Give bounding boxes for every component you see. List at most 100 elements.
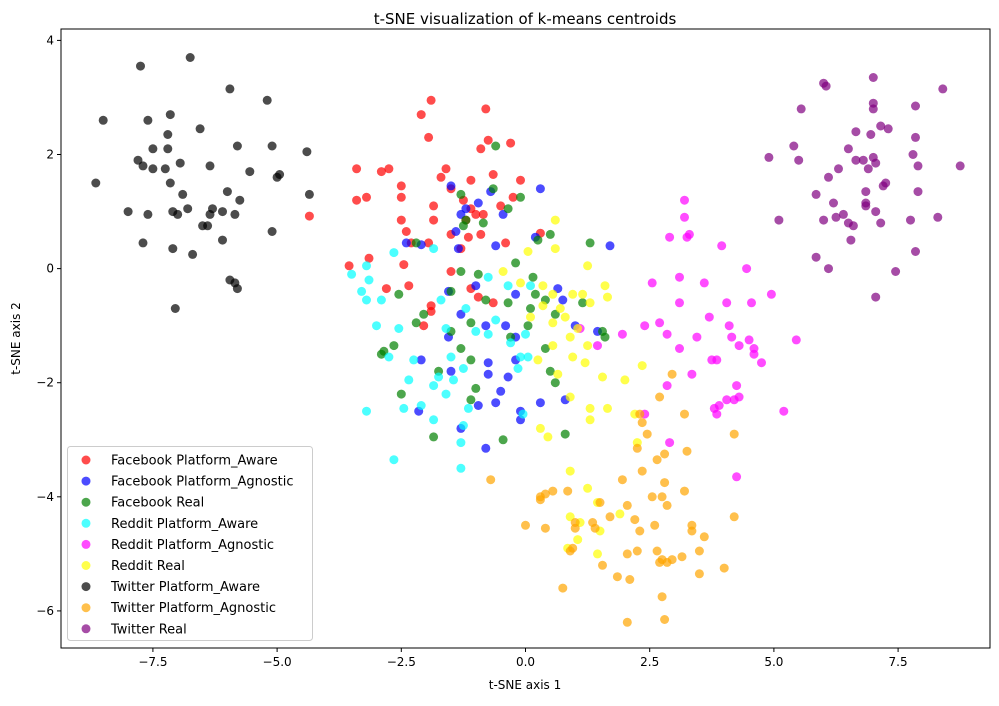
data-point (449, 375, 458, 385)
data-point (846, 235, 856, 245)
data-point (404, 375, 414, 385)
data-point (573, 324, 583, 333)
y-axis-ticks: −6 −4 −2 0 2 4 (36, 33, 61, 618)
data-point (175, 158, 185, 168)
data-point (396, 181, 406, 191)
data-point (232, 284, 242, 294)
data-point (692, 332, 702, 342)
data-point (876, 218, 886, 228)
data-point (632, 546, 642, 556)
data-point (831, 212, 841, 222)
data-point (876, 121, 886, 131)
data-point (843, 144, 853, 154)
data-point (419, 309, 429, 319)
data-point (550, 378, 560, 388)
data-point (481, 321, 491, 331)
data-point (578, 298, 588, 308)
data-point (426, 306, 436, 316)
data-point (908, 150, 918, 159)
data-point (170, 304, 180, 313)
data-point (516, 352, 525, 362)
data-point (352, 195, 362, 205)
data-point (620, 375, 630, 385)
data-point (262, 95, 272, 105)
x-tick-label: −2.5 (387, 655, 416, 669)
data-point (503, 372, 513, 382)
data-point (483, 272, 493, 282)
data-point (622, 500, 632, 510)
data-point (384, 352, 394, 362)
data-point (535, 184, 545, 194)
data-point (148, 144, 158, 154)
data-point (372, 321, 381, 331)
data-point (218, 207, 227, 217)
data-point (732, 472, 742, 482)
data-point (538, 281, 548, 291)
data-point (938, 84, 948, 94)
data-point (796, 104, 806, 114)
data-point (516, 278, 525, 288)
data-point (471, 383, 481, 393)
legend-item: Twitter Platform_Agnostic (81, 601, 276, 616)
data-point (458, 421, 468, 430)
data-point (598, 560, 607, 570)
data-point (665, 438, 675, 448)
data-point (267, 141, 277, 151)
data-point (617, 329, 627, 339)
data-point (245, 167, 255, 177)
x-tick-label: 7.5 (889, 655, 908, 669)
data-point (471, 281, 481, 291)
y-tick-label: −6 (36, 604, 54, 618)
series-3 (347, 244, 535, 473)
data-point (461, 304, 471, 313)
data-point (911, 132, 920, 142)
data-point (481, 443, 491, 453)
data-point (662, 329, 672, 339)
data-point (600, 281, 610, 291)
data-point (498, 267, 508, 276)
data-point (466, 355, 476, 365)
data-point (399, 403, 409, 413)
y-axis-label: t-SNE axis 2 (9, 302, 23, 375)
data-point (521, 520, 530, 530)
legend-marker (81, 582, 91, 592)
data-point (647, 492, 657, 502)
data-point (612, 572, 622, 582)
data-point (535, 423, 545, 433)
points-layer (91, 53, 965, 627)
data-point (511, 289, 521, 299)
data-point (578, 289, 588, 299)
legend-marker (81, 476, 91, 486)
data-point (389, 341, 399, 351)
data-point (871, 292, 881, 302)
data-point (565, 392, 575, 402)
data-point (548, 318, 558, 328)
data-point (178, 189, 188, 199)
data-point (496, 386, 506, 396)
data-point (637, 466, 647, 476)
data-point (513, 364, 523, 373)
data-point (866, 130, 876, 139)
data-point (362, 261, 371, 271)
legend-label: Twitter Platform_Aware (110, 580, 260, 595)
data-point (526, 304, 535, 313)
legend-label: Twitter Platform_Agnostic (110, 601, 276, 616)
data-point (163, 144, 173, 154)
data-point (662, 500, 672, 510)
data-point (704, 312, 714, 322)
data-point (523, 321, 533, 331)
data-point (878, 181, 888, 191)
data-point (637, 361, 647, 371)
data-point (528, 272, 538, 282)
data-point (396, 192, 406, 202)
data-point (376, 167, 386, 177)
data-point (560, 429, 570, 439)
data-point (267, 227, 277, 236)
data-point (491, 141, 501, 151)
data-point (429, 215, 439, 225)
data-point (218, 235, 227, 245)
data-point (404, 281, 414, 291)
data-point (675, 298, 684, 308)
legend-marker (81, 603, 91, 613)
data-point (364, 275, 374, 285)
